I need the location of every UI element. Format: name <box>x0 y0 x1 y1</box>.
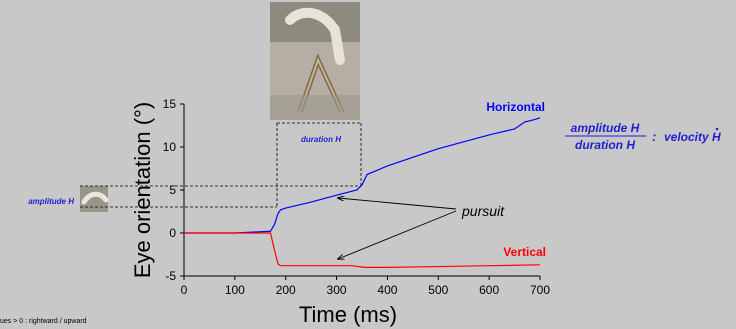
gaze-photo-small <box>80 186 109 212</box>
x-tick-label: 100 <box>225 283 245 297</box>
gaze-photo-large <box>270 2 360 120</box>
y-axis-title: Eye orientation (°) <box>130 102 155 278</box>
series-line-horizontal <box>184 117 541 234</box>
y-tick-label: 5 <box>169 183 176 197</box>
amplitude-label: amplitude H <box>28 197 74 206</box>
formula-velocity: velocity H <box>664 130 721 144</box>
y-tick-label: 10 <box>163 140 177 154</box>
pursuit-label: pursuit <box>461 203 505 219</box>
formula-separator: : <box>652 129 656 144</box>
x-tick-label: 0 <box>181 283 188 297</box>
footnote: ues > 0 : rightward / upward <box>0 318 87 325</box>
series-label-horizontal: Horizontal <box>486 100 545 114</box>
y-tick-label: -5 <box>165 269 176 283</box>
formula-denominator: duration H <box>575 138 635 152</box>
x-tick-label: 400 <box>377 283 397 297</box>
x-axis-title: Time (ms) <box>299 302 397 327</box>
series-label-vertical: Vertical <box>503 245 546 259</box>
x-tick-label: 200 <box>276 283 296 297</box>
duration-guides <box>80 122 362 208</box>
x-tick-label: 600 <box>479 283 499 297</box>
pursuit-arrows <box>338 198 457 259</box>
x-tick-label: 700 <box>530 283 550 297</box>
formula-numerator: amplitude H <box>571 121 640 135</box>
x-tick-label: 300 <box>327 283 347 297</box>
dot-over-h <box>715 127 719 131</box>
velocity-formula: amplitude H duration H : velocity H <box>565 121 721 152</box>
x-tick-label: 500 <box>428 283 448 297</box>
y-tick-label: 15 <box>163 97 177 111</box>
series-line-vertical <box>184 232 541 268</box>
duration-label: duration H <box>301 135 341 144</box>
y-tick-label: 0 <box>169 226 176 240</box>
